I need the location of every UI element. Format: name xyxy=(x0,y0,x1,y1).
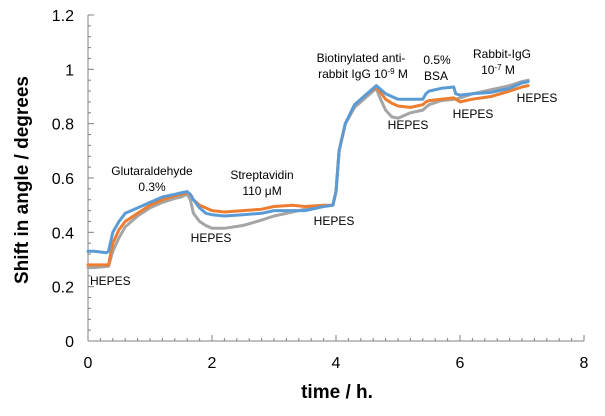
x-axis-title: time / h. xyxy=(301,382,373,403)
y-tick-label: 0.4 xyxy=(52,225,74,242)
annotation-glut-1: Glutaraldehyde xyxy=(111,164,193,178)
annotation-superscript: -7 xyxy=(494,63,502,72)
x-tick-label: 4 xyxy=(332,355,341,372)
y-tick-label: 1.2 xyxy=(52,8,74,25)
y-tick-label: 1 xyxy=(65,62,74,79)
annotation-rab-1: Rabbit-IgG xyxy=(473,47,531,61)
annotation-strep-1: Streptavidin xyxy=(230,168,293,182)
y-tick-label: 0.6 xyxy=(52,171,74,188)
annotation-text: 0.3% xyxy=(138,180,166,194)
y-tick-label: 0 xyxy=(65,334,74,351)
annotation-text: HEPES xyxy=(517,91,558,105)
annotation-hepes-5: HEPES xyxy=(453,107,494,121)
series-line-blue xyxy=(86,80,530,255)
x-tick-label: 6 xyxy=(456,355,465,372)
annotation-hepes-2: HEPES xyxy=(191,231,232,245)
annotation-text: HEPES xyxy=(388,118,429,132)
annotation-bsa-2: BSA xyxy=(424,69,448,83)
annotation-text: Glutaraldehyde xyxy=(111,164,193,178)
annotation-text: 0.5% xyxy=(423,53,451,67)
annotation-superscript: -9 xyxy=(387,67,395,76)
annotation-hepes-6: HEPES xyxy=(517,91,558,105)
annotation-text: HEPES xyxy=(314,214,355,228)
annotation-text: Biotinylated anti- xyxy=(317,51,406,65)
annotation-text: HEPES xyxy=(191,231,232,245)
annotation-hepes-4: HEPES xyxy=(388,118,429,132)
annotation-strep-2: 110 μM xyxy=(242,184,281,198)
annotation-unit: M xyxy=(395,67,408,81)
annotation-text: Streptavidin xyxy=(230,168,293,182)
annotation-text: HEPES xyxy=(90,274,131,288)
annotation-rab-2: 10-7 M xyxy=(481,63,515,78)
annotation-glut-2: 0.3% xyxy=(138,180,166,194)
annotation-biot-1: Biotinylated anti- xyxy=(317,51,406,65)
x-tick-label: 8 xyxy=(580,355,589,372)
x-tick-label: 0 xyxy=(84,355,93,372)
annotation-hepes-3: HEPES xyxy=(314,214,355,228)
annotation-text: 10 xyxy=(481,63,495,77)
annotation-text: BSA xyxy=(424,69,448,83)
axes: 0 0.2 0.4 0.6 0.8 1 1.2 0 2 4 6 8 xyxy=(52,8,589,372)
annotation-text: rabbit IgG 10 xyxy=(318,67,388,81)
annotation-text: HEPES xyxy=(453,107,494,121)
y-axis-title: Shift in angle / degrees xyxy=(12,76,33,284)
annotation-unit: M xyxy=(502,63,515,77)
annotations: HEPES Glutaraldehyde 0.3% HEPES Streptavidin… xyxy=(90,47,557,288)
annotation-text: 110 μM xyxy=(242,184,281,198)
annotation-text: Rabbit-IgG xyxy=(473,47,531,61)
y-tick-label: 0.8 xyxy=(52,117,74,134)
annotation-hepes-1: HEPES xyxy=(90,274,131,288)
series-layer xyxy=(86,78,530,270)
x-tick-label: 2 xyxy=(208,355,217,372)
annotation-biot-2: rabbit IgG 10-9 M xyxy=(318,67,408,82)
annotation-bsa-1: 0.5% xyxy=(423,53,451,67)
y-tick-label: 0.2 xyxy=(52,280,74,297)
